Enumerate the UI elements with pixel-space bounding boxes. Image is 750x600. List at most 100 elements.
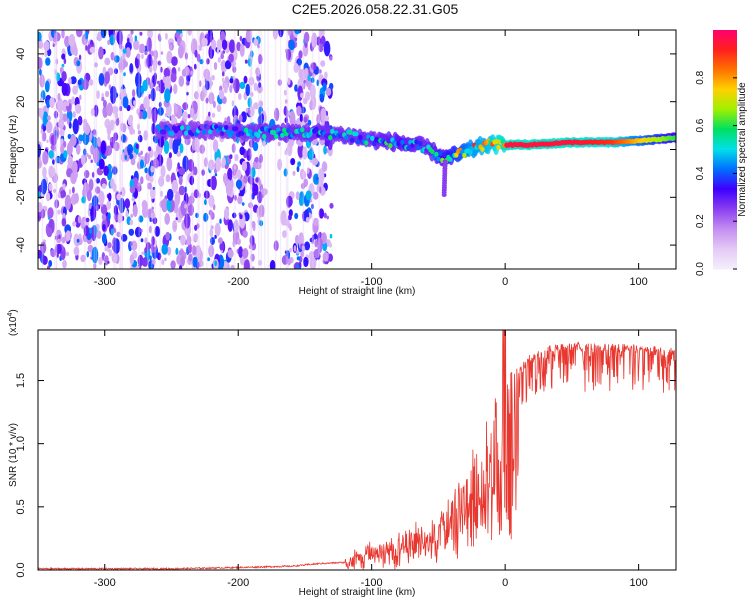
ridge-mark <box>180 125 185 131</box>
noise-speckle <box>90 214 94 222</box>
noise-speckle <box>70 76 77 85</box>
noise-speckle <box>166 199 172 212</box>
colorbar-step <box>713 45 737 49</box>
noise-speckle <box>294 37 298 41</box>
noise-speckle <box>205 97 209 104</box>
ridge-mark <box>454 152 459 158</box>
noise-speckle <box>253 38 259 46</box>
noise-speckle <box>169 44 173 51</box>
y-multiplier-label: (x104) <box>7 309 19 336</box>
noise-speckle <box>321 161 328 173</box>
noise-speckle <box>203 68 211 80</box>
noise-speckle <box>106 200 112 210</box>
noise-speckle <box>259 153 263 164</box>
noise-speckle <box>175 217 178 221</box>
noise-speckle <box>210 175 217 191</box>
noise-streak <box>285 30 288 269</box>
noise-speckle <box>114 68 118 75</box>
noise-speckle <box>179 143 184 154</box>
noise-speckle <box>288 111 291 116</box>
noise-speckle <box>187 30 192 36</box>
colorbar-step <box>713 221 737 224</box>
noise-speckle <box>113 92 119 98</box>
colorbar-step <box>713 113 737 117</box>
noise-speckle <box>139 31 143 36</box>
colorbar-step <box>713 133 737 137</box>
noise-speckle <box>292 170 296 176</box>
noise-speckle <box>61 82 68 96</box>
noise-streak <box>84 30 86 269</box>
noise-speckle <box>137 134 143 143</box>
noise-speckle <box>90 144 94 155</box>
noise-speckle <box>204 199 207 206</box>
colorbar-step <box>713 53 737 57</box>
noise-speckle <box>214 260 218 267</box>
noise-speckle <box>61 53 66 60</box>
noise-speckle <box>131 89 136 98</box>
noise-speckle <box>96 204 99 211</box>
colorbar-step <box>713 155 737 159</box>
noise-speckle <box>149 187 156 199</box>
noise-speckle <box>214 173 218 177</box>
noise-speckle <box>158 79 166 94</box>
colorbar-step <box>713 89 737 93</box>
noise-speckle <box>38 211 41 216</box>
noise-speckle <box>150 165 155 173</box>
ridge-mark <box>418 141 423 147</box>
noise-speckle <box>193 166 198 176</box>
noise-speckle <box>124 154 128 160</box>
colorbar-step <box>713 193 737 196</box>
colorbar-step <box>713 105 737 109</box>
noise-speckle <box>53 110 59 119</box>
noise-speckle <box>211 74 215 81</box>
noise-speckle <box>175 247 179 255</box>
noise-speckle <box>311 32 318 48</box>
noise-speckle <box>143 96 150 110</box>
noise-speckle <box>61 236 66 244</box>
colorbar-step <box>713 199 737 202</box>
noise-speckle <box>100 140 107 155</box>
noise-speckle <box>320 60 326 67</box>
noise-speckle <box>170 260 176 269</box>
noise-speckle <box>166 50 173 64</box>
noise-speckle <box>55 243 62 255</box>
colorbar-step <box>713 41 737 45</box>
noise-streak <box>267 30 269 269</box>
noise-speckle <box>78 134 84 142</box>
noise-speckle <box>42 151 49 165</box>
noise-streak <box>279 30 282 269</box>
snr-series-line <box>38 330 676 570</box>
colorbar-step <box>713 197 737 200</box>
noise-speckle <box>250 253 255 262</box>
noise-speckle <box>44 80 50 93</box>
noise-speckle <box>252 141 259 152</box>
noise-speckle <box>212 100 216 109</box>
noise-speckle <box>57 209 61 215</box>
colorbar-step <box>713 227 737 230</box>
colorbar-step <box>713 115 737 119</box>
noise-speckle <box>76 30 83 38</box>
noise-speckle <box>160 190 163 198</box>
noise-speckle <box>177 162 181 170</box>
noise-speckle <box>304 241 311 251</box>
noise-speckle <box>239 214 243 220</box>
noise-speckle <box>98 257 103 265</box>
noise-speckle <box>54 32 61 42</box>
colorbar-step <box>713 147 737 151</box>
ridge-mark <box>672 135 676 141</box>
noise-speckle <box>67 155 73 168</box>
noise-streak <box>198 30 200 269</box>
noise-speckle <box>109 34 115 46</box>
noise-speckle <box>222 71 225 77</box>
noise-speckle <box>137 123 140 131</box>
y-tick-label: 0 <box>15 146 27 152</box>
noise-speckle <box>258 180 262 187</box>
colorbar-step <box>713 213 737 216</box>
noise-speckle <box>85 217 90 223</box>
line-frame <box>37 329 677 571</box>
noise-speckle <box>199 144 206 154</box>
noise-streak <box>55 30 58 269</box>
ridge-mark <box>206 124 211 130</box>
noise-speckle <box>313 217 319 227</box>
colorbar-step <box>713 249 737 252</box>
